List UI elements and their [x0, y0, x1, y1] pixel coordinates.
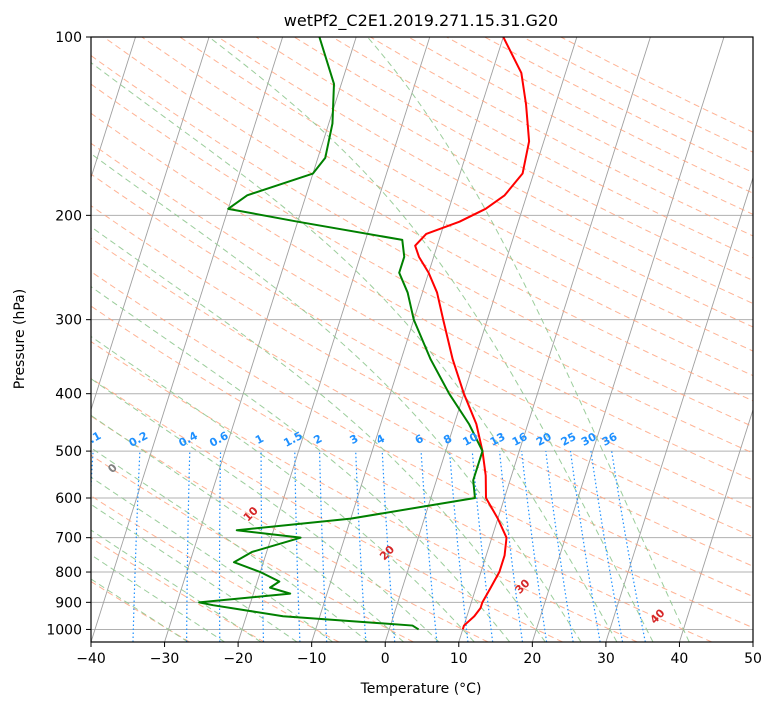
y-tick-label: 200	[55, 208, 82, 224]
mixing-ratio-line	[569, 451, 601, 642]
dewpoint-profile-line	[198, 37, 484, 631]
plot-frame	[90, 36, 754, 643]
isotherm-line	[164, 37, 357, 642]
dry-adiabat-line	[91, 537, 265, 642]
plot-area: 0.10.20.40.611.52346810131620253036-100-…	[46, 30, 762, 667]
mixing-ratio-label: 25	[559, 430, 579, 449]
x-tick-label: 40	[671, 651, 689, 667]
x-tick-label: −10	[297, 651, 327, 667]
dry-adiabat-line	[91, 112, 753, 481]
moist-adiabat-line	[91, 286, 511, 642]
dry-adiabat-line	[141, 37, 753, 377]
dry-adiabat-line	[91, 340, 638, 642]
y-axis-label: Pressure (hPa)	[12, 289, 28, 389]
y-tick-label: 700	[55, 531, 82, 547]
dry-adiabat-line	[91, 454, 414, 642]
mixing-ratio-line	[420, 451, 438, 642]
y-tick-label: 300	[55, 313, 82, 329]
mixing-ratio-line	[498, 451, 524, 642]
y-tick-label: 500	[55, 444, 82, 460]
isotherm-line	[531, 37, 725, 642]
y-tick-label: 800	[55, 565, 82, 581]
moist-adiabat-line	[91, 153, 582, 642]
mixing-ratio-line	[545, 451, 574, 642]
dry-adiabat-line	[91, 271, 753, 629]
y-tick-label: 1000	[46, 622, 82, 638]
y-tick-label: 100	[55, 30, 82, 46]
mixing-ratio-label: 36	[600, 430, 620, 449]
dry-adiabat-line	[91, 580, 190, 642]
mixing-ratio-label: 10	[461, 430, 481, 449]
dry-adiabat-line	[255, 37, 753, 305]
dry-adiabat-line	[91, 142, 753, 509]
dry-adiabat-line	[103, 37, 753, 402]
moist-adiabat-line	[91, 554, 225, 642]
moist-adiabat-line	[367, 37, 690, 642]
x-tick-label: 50	[744, 651, 762, 667]
mixing-ratio-line	[521, 451, 548, 642]
x-tick-label: −30	[150, 651, 180, 667]
dry-adiabat-line	[91, 415, 489, 642]
isotherm-line	[679, 408, 753, 642]
mixing-ratio-label: 30	[579, 430, 599, 449]
moist-adiabat-line	[91, 378, 440, 642]
dry-adiabat-line	[91, 237, 753, 598]
mixing-ratio-line	[448, 451, 469, 642]
mixing-ratio-label: 20	[534, 430, 554, 449]
isotherm-line	[237, 37, 431, 642]
x-tick-label: 30	[597, 651, 615, 667]
isotherm-line	[91, 37, 136, 180]
y-tick-label: 900	[55, 595, 82, 611]
isotherm-line	[91, 37, 284, 642]
mixing-ratio-label: 16	[510, 430, 530, 449]
y-tick-label: 400	[55, 387, 82, 403]
dry-adiabat-line	[91, 305, 712, 642]
x-tick-label: −20	[223, 651, 253, 667]
isotherm-line	[384, 37, 578, 642]
moist-adiabat-line	[208, 37, 654, 642]
moist-adiabat-line	[91, 61, 618, 642]
isotherm-line	[605, 176, 753, 642]
x-axis-label: Temperature (°C)	[360, 681, 482, 697]
dry-adiabat-line	[91, 377, 563, 642]
isotherm-line	[91, 37, 210, 412]
x-tick-label: 20	[523, 651, 541, 667]
isotherm-line	[458, 37, 651, 642]
x-tick-label: 0	[381, 651, 390, 667]
chart-title: wetPf2_C2E1.2019.271.15.31.G20	[284, 11, 558, 31]
plot-clip-group: 0.10.20.40.611.52346810131620253036-100-…	[91, 37, 753, 642]
moist-adiabat-line	[91, 414, 404, 642]
moist-adiabat-line	[91, 226, 546, 642]
dry-adiabat-line	[91, 83, 753, 454]
x-tick-label: 10	[450, 651, 468, 667]
mixing-ratio-line	[471, 451, 494, 642]
mixing-ratio-label: 13	[488, 430, 508, 449]
temperature-profile-line	[414, 37, 531, 630]
x-tick-label: −40	[76, 651, 106, 667]
y-tick-label: 600	[55, 491, 82, 507]
